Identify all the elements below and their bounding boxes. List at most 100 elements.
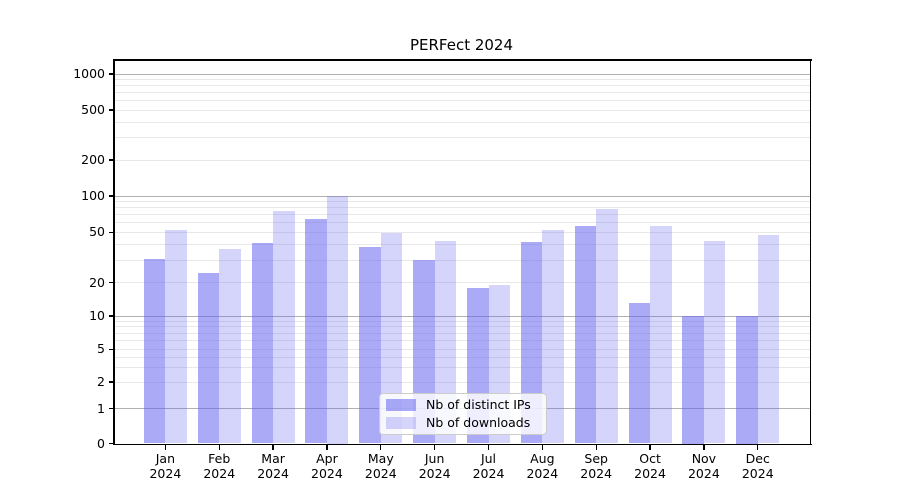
y-tick-label-200: 200 (81, 152, 105, 167)
minor-gridline-8 (114, 326, 810, 328)
minor-gridline-900 (114, 78, 810, 80)
y-tick-label-10: 10 (89, 308, 105, 323)
minor-gridline-3 (114, 367, 810, 369)
minor-gridline-50 (114, 231, 810, 233)
minor-gridline-30 (114, 259, 810, 261)
x-tick-feb (218, 445, 220, 450)
minor-gridline-4 (114, 356, 810, 358)
x-tick-nov (703, 445, 705, 450)
bar-may-downloads (380, 233, 403, 444)
major-gridline-1000 (114, 73, 810, 75)
y-tick-2 (109, 381, 114, 383)
bar-may-distinct-ips (359, 247, 381, 444)
minor-gridline-60 (114, 222, 810, 224)
minor-gridline-400 (114, 121, 810, 123)
x-tick-label-feb: Feb 2024 (203, 451, 236, 481)
bar-mar-distinct-ips (251, 243, 274, 444)
minor-gridline-700 (114, 92, 810, 94)
minor-gridline-5 (114, 348, 810, 350)
bar-jan-distinct-ips (143, 258, 166, 444)
bar-feb-downloads (219, 248, 241, 444)
major-gridline-10 (114, 315, 810, 317)
minor-gridline-9 (114, 320, 810, 322)
y-tick-50 (109, 231, 114, 233)
x-tick-apr (326, 445, 328, 450)
y-tick-label-0: 0 (97, 435, 105, 451)
x-tick-jul (487, 445, 490, 450)
bar-dec-distinct-ips (736, 316, 758, 444)
minor-gridline-70 (114, 214, 810, 216)
y-tick-label-1: 1 (97, 400, 105, 416)
y-tick-label-2: 2 (97, 374, 105, 389)
bar-nov-downloads (703, 240, 726, 444)
bar-aug-downloads (542, 230, 564, 444)
y-tick-1 (109, 408, 114, 410)
x-tick-label-jul: Jul 2024 (472, 451, 505, 481)
x-tick-label-oct: Oct 2024 (634, 451, 666, 481)
minor-gridline-6 (114, 340, 810, 342)
x-tick-label-aug: Aug 2024 (526, 451, 559, 481)
bar-sep-distinct-ips (574, 226, 597, 444)
minor-gridline-2 (114, 381, 810, 383)
y-tick-label-20: 20 (89, 274, 105, 290)
bar-oct-downloads (650, 226, 672, 444)
minor-gridline-300 (114, 137, 810, 139)
x-tick-jun (433, 445, 436, 450)
x-tick-oct (649, 445, 651, 450)
y-tick-label-100: 100 (81, 188, 105, 203)
legend-swatch-downloads (386, 416, 416, 429)
chart-title: PERFect 2024 (409, 36, 514, 54)
y-tick-500 (109, 109, 114, 111)
x-tick-dec (757, 445, 759, 450)
plot-bottom-spine (113, 443, 812, 445)
x-tick-label-nov: Nov 2024 (687, 451, 720, 481)
minor-gridline-7 (114, 332, 810, 334)
legend-item-distinct-ips: Nb of distinct IPs (386, 396, 540, 414)
minor-gridline-600 (114, 100, 810, 102)
x-tick-label-sep: Sep 2024 (580, 451, 613, 481)
bar-nov-distinct-ips (682, 316, 704, 444)
minor-gridline-200 (114, 159, 810, 161)
major-gridline-100 (114, 195, 810, 197)
y-tick-label-500: 500 (81, 102, 105, 117)
legend-label-distinct-ips: Nb of distinct IPs (426, 397, 531, 412)
minor-gridline-40 (114, 244, 810, 246)
bar-apr-distinct-ips (305, 218, 327, 444)
legend-swatch-distinct-ips (386, 398, 416, 411)
bar-apr-downloads (326, 196, 349, 444)
minor-gridline-20 (114, 282, 810, 284)
x-tick-label-mar: Mar 2024 (257, 451, 289, 481)
legend: Nb of distinct IPs Nb of downloads (379, 392, 547, 435)
x-tick-label-jun: Jun 2024 (418, 451, 451, 481)
x-tick-label-apr: Apr 2024 (311, 451, 343, 481)
legend-label-downloads: Nb of downloads (426, 415, 531, 430)
x-tick-label-dec: Dec 2024 (741, 451, 774, 481)
x-tick-sep (595, 445, 597, 450)
x-tick-jan (164, 445, 167, 450)
bar-oct-distinct-ips (628, 303, 651, 444)
y-tick-label-5: 5 (97, 341, 105, 357)
y-tick-label-50: 50 (89, 224, 105, 240)
y-tick-label-1000: 1000 (73, 66, 105, 81)
x-tick-label-may: May 2024 (364, 451, 397, 481)
x-tick-aug (541, 445, 544, 450)
y-tick-1000 (109, 73, 114, 75)
bar-mar-downloads (273, 211, 295, 444)
y-tick-10 (109, 315, 114, 317)
bar-jan-downloads (165, 230, 187, 444)
x-tick-may (380, 445, 382, 450)
y-tick-0 (109, 442, 114, 445)
plot-right-spine (809, 59, 811, 445)
y-tick-5 (109, 348, 114, 350)
bar-sep-downloads (596, 209, 618, 444)
y-tick-20 (109, 282, 114, 284)
y-axis-spine (113, 59, 115, 445)
bar-feb-distinct-ips (197, 272, 220, 444)
plot-top-spine (113, 59, 812, 61)
y-tick-200 (109, 159, 114, 161)
x-tick-label-jan: Jan 2024 (149, 451, 182, 481)
bar-dec-downloads (757, 234, 780, 444)
minor-gridline-90 (114, 201, 810, 203)
legend-item-downloads: Nb of downloads (386, 414, 540, 432)
